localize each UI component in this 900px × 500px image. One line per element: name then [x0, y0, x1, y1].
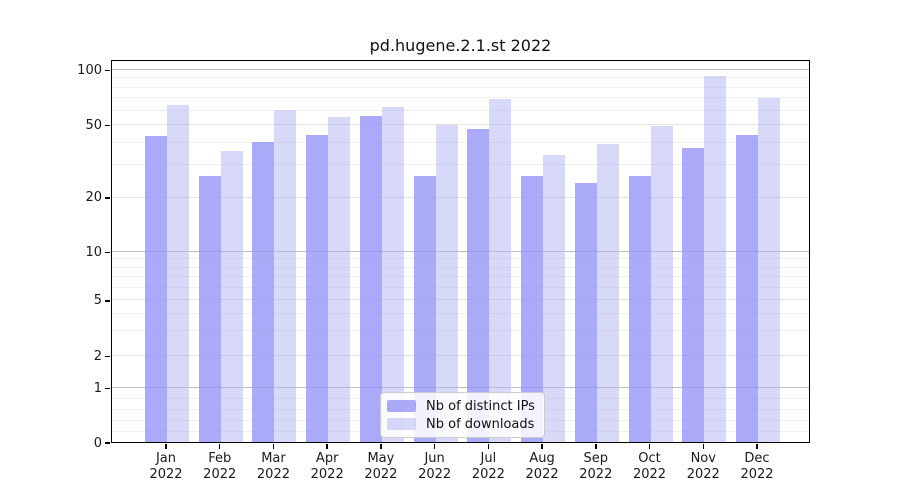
y-tick-label: 50: [85, 117, 102, 133]
x-tick-label: Jan 2022: [149, 451, 183, 482]
legend-label-distinct-ips: Nb of distinct IPs: [426, 398, 535, 414]
x-tick-label: Aug 2022: [525, 451, 559, 482]
gridline: [112, 330, 809, 332]
x-tick-label: Feb 2022: [203, 451, 237, 482]
x-tick-mark: [272, 444, 275, 449]
gridline: [112, 97, 809, 99]
x-tick-label: Jul 2022: [471, 451, 505, 482]
plot-area: [111, 60, 810, 443]
bar-downloads-jan: [167, 104, 189, 442]
bar-distinct-ips-sep: [574, 182, 597, 442]
gridline: [112, 355, 809, 357]
y-tick-label: 100: [77, 62, 102, 78]
x-tick-label: Nov 2022: [686, 451, 720, 482]
x-tick-label: Dec 2022: [740, 451, 774, 482]
x-tick-label: May 2022: [364, 451, 398, 482]
y-tick-mark: [105, 124, 110, 127]
gridline: [112, 313, 809, 315]
x-tick-label: Apr 2022: [310, 451, 344, 482]
bar-downloads-sep: [596, 144, 619, 442]
gridline: [112, 251, 809, 252]
y-tick-mark: [105, 69, 110, 72]
bar-downloads-oct: [650, 126, 673, 442]
y-tick-label: 1: [93, 380, 102, 396]
bar-distinct-ips-jun: [413, 176, 436, 442]
gridline: [112, 266, 809, 268]
bar-distinct-ips-dec: [735, 134, 758, 442]
gridline: [112, 109, 809, 111]
bar-distinct-ips-jul: [467, 129, 490, 442]
y-tick-label: 2: [93, 349, 102, 365]
bar-downloads-may: [381, 107, 404, 442]
gridline: [112, 275, 809, 277]
legend-item-downloads: Nb of downloads: [387, 416, 536, 432]
gridline: [112, 77, 809, 79]
x-tick-mark: [219, 444, 221, 449]
bar-distinct-ips-apr: [306, 134, 329, 442]
gridline: [112, 258, 809, 260]
y-tick-mark: [105, 197, 110, 199]
x-tick-mark: [487, 444, 490, 449]
bar-distinct-ips-mar: [252, 142, 275, 442]
gridline: [112, 164, 809, 166]
legend: Nb of distinct IPs Nb of downloads: [380, 392, 545, 438]
bar-distinct-ips-oct: [628, 176, 651, 442]
x-tick-label: Oct 2022: [632, 451, 667, 482]
gridline: [112, 196, 809, 198]
x-tick-mark: [433, 444, 436, 449]
gridline: [112, 141, 809, 143]
x-tick-mark: [756, 444, 758, 449]
bar-downloads-jun: [435, 124, 458, 442]
bar-distinct-ips-jan: [145, 136, 167, 442]
bar-distinct-ips-aug: [521, 176, 544, 442]
legend-swatch-distinct-ips-icon: [387, 400, 416, 412]
gridline: [112, 69, 809, 70]
x-tick-mark: [326, 444, 328, 449]
x-tick-label: Mar 2022: [256, 451, 290, 482]
gridline: [112, 387, 809, 388]
y-tick-label: 0: [93, 435, 102, 451]
bar-downloads-nov: [704, 76, 727, 442]
bar-distinct-ips-may: [359, 115, 382, 442]
y-tick-label: 10: [85, 244, 102, 260]
gridline: [112, 286, 809, 288]
legend-swatch-downloads-icon: [387, 418, 416, 430]
x-tick-mark: [702, 444, 704, 449]
x-tick-mark: [595, 444, 597, 449]
bar-distinct-ips-feb: [198, 176, 221, 442]
y-tick-label: 5: [93, 293, 102, 309]
gridline: [112, 299, 809, 301]
y-tick-mark: [105, 355, 110, 358]
x-tick-mark: [165, 444, 167, 449]
bar-distinct-ips-nov: [682, 148, 705, 442]
y-tick-label: 20: [85, 190, 102, 206]
x-tick-mark: [541, 444, 543, 449]
chart-title: pd.hugene.2.1.st 2022: [369, 36, 552, 55]
y-tick-mark: [105, 251, 110, 254]
bar-downloads-jul: [489, 98, 512, 442]
bar-downloads-mar: [274, 110, 297, 442]
x-tick-mark: [648, 444, 651, 449]
x-tick-mark: [380, 444, 382, 449]
bar-downloads-aug: [543, 155, 566, 442]
legend-item-distinct-ips: Nb of distinct IPs: [387, 398, 536, 414]
y-tick-mark: [105, 300, 110, 302]
bar-downloads-dec: [757, 97, 780, 442]
x-tick-label: Sep 2022: [579, 451, 613, 482]
gridline: [112, 124, 809, 125]
y-tick-mark: [105, 442, 110, 444]
gridline: [112, 86, 809, 88]
legend-label-downloads: Nb of downloads: [426, 416, 535, 432]
y-tick-mark: [105, 387, 110, 390]
bar-downloads-apr: [328, 116, 351, 442]
bar-downloads-feb: [220, 150, 243, 442]
x-tick-label: Jun 2022: [418, 451, 452, 482]
